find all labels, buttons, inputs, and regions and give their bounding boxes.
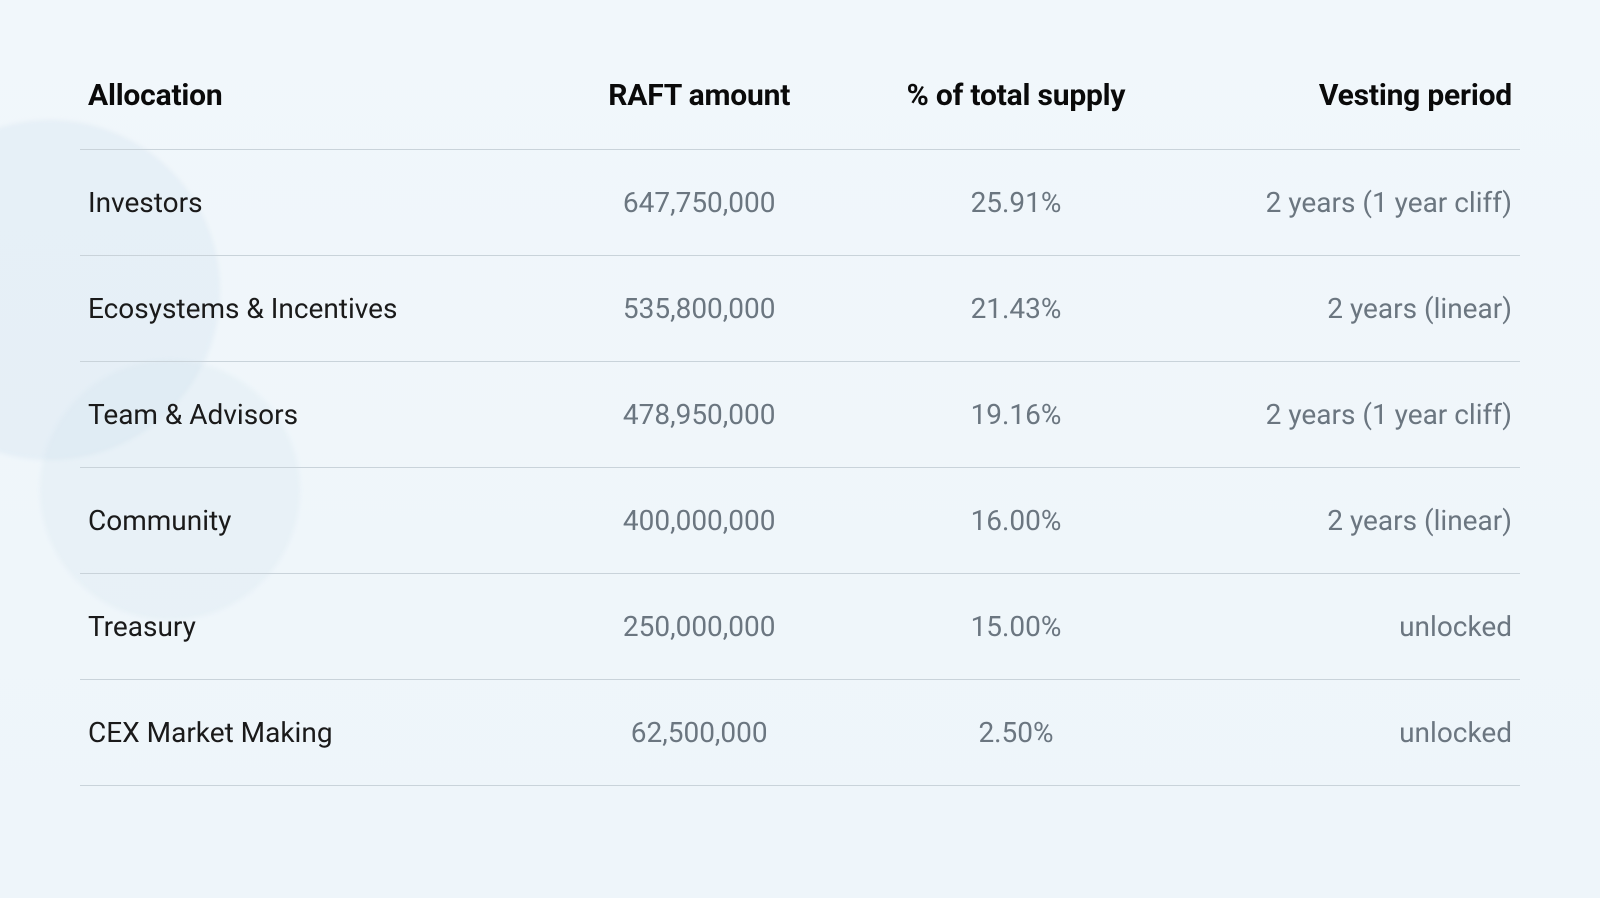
cell-amount: 647,750,000 [541,150,858,256]
cell-allocation: Ecosystems & Incentives [80,256,541,362]
cell-vesting: 2 years (linear) [1174,256,1520,362]
table-row: Investors 647,750,000 25.91% 2 years (1 … [80,150,1520,256]
table-header-row: Allocation RAFT amount % of total supply… [80,60,1520,150]
cell-amount: 62,500,000 [541,680,858,786]
table-row: Community 400,000,000 16.00% 2 years (li… [80,468,1520,574]
cell-amount: 250,000,000 [541,574,858,680]
cell-allocation: Community [80,468,541,574]
cell-amount: 400,000,000 [541,468,858,574]
table-row: Treasury 250,000,000 15.00% unlocked [80,574,1520,680]
cell-vesting: unlocked [1174,574,1520,680]
table-row: Ecosystems & Incentives 535,800,000 21.4… [80,256,1520,362]
allocation-table: Allocation RAFT amount % of total supply… [80,60,1520,786]
cell-percent: 21.43% [858,256,1175,362]
cell-amount: 535,800,000 [541,256,858,362]
cell-allocation: Team & Advisors [80,362,541,468]
cell-allocation: CEX Market Making [80,680,541,786]
cell-percent: 16.00% [858,468,1175,574]
table-row: Team & Advisors 478,950,000 19.16% 2 yea… [80,362,1520,468]
cell-allocation: Investors [80,150,541,256]
col-header-amount: RAFT amount [541,60,858,150]
cell-vesting: 2 years (linear) [1174,468,1520,574]
cell-percent: 19.16% [858,362,1175,468]
col-header-allocation: Allocation [80,60,541,150]
cell-percent: 2.50% [858,680,1175,786]
cell-allocation: Treasury [80,574,541,680]
allocation-table-container: Allocation RAFT amount % of total supply… [0,0,1600,846]
table-row: CEX Market Making 62,500,000 2.50% unloc… [80,680,1520,786]
col-header-percent: % of total supply [858,60,1175,150]
cell-vesting: 2 years (1 year cliff) [1174,362,1520,468]
cell-vesting: unlocked [1174,680,1520,786]
cell-percent: 15.00% [858,574,1175,680]
col-header-vesting: Vesting period [1174,60,1520,150]
cell-vesting: 2 years (1 year cliff) [1174,150,1520,256]
cell-amount: 478,950,000 [541,362,858,468]
cell-percent: 25.91% [858,150,1175,256]
